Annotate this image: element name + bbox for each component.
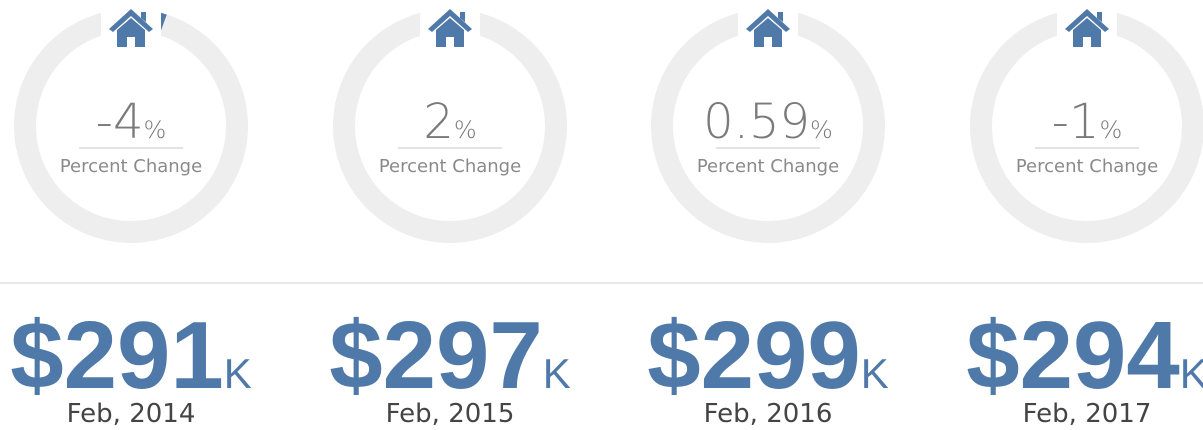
house-icon bbox=[746, 9, 790, 47]
percent-label: Percent Change bbox=[60, 156, 202, 177]
date: Feb, 2014 bbox=[67, 399, 196, 429]
house-icon bbox=[428, 9, 472, 47]
percent-value: 0.59 bbox=[703, 94, 810, 150]
price-suffix: K bbox=[1180, 350, 1203, 397]
price-value: $291 bbox=[10, 302, 224, 409]
percent-unit: % bbox=[810, 116, 833, 144]
date: Feb, 2016 bbox=[704, 399, 833, 429]
percent-change: 2% bbox=[423, 94, 476, 150]
price: $291K bbox=[10, 302, 252, 409]
percent-value: -4 bbox=[96, 94, 144, 150]
percent-change: -1% bbox=[1052, 94, 1123, 150]
percent-unit: % bbox=[454, 116, 477, 144]
percent-change: 0.59% bbox=[703, 94, 833, 150]
percent-unit: % bbox=[144, 116, 167, 144]
price-value: $299 bbox=[647, 302, 861, 409]
price: $294K bbox=[966, 302, 1203, 409]
percent-unit: % bbox=[1100, 116, 1123, 144]
percent-change: -4% bbox=[96, 94, 167, 150]
percent-label: Percent Change bbox=[379, 156, 521, 177]
date: Feb, 2017 bbox=[1023, 399, 1152, 429]
percent-label: Percent Change bbox=[1016, 156, 1158, 177]
percent-value: -1 bbox=[1052, 94, 1100, 150]
price-value: $297 bbox=[329, 302, 543, 409]
price-suffix: K bbox=[224, 350, 252, 397]
price-value: $294 bbox=[966, 302, 1180, 409]
date: Feb, 2015 bbox=[386, 399, 515, 429]
price-suffix: K bbox=[861, 350, 889, 397]
percent-label: Percent Change bbox=[697, 156, 839, 177]
house-icon bbox=[109, 9, 153, 47]
price-suffix: K bbox=[543, 350, 571, 397]
price: $297K bbox=[329, 302, 571, 409]
price: $299K bbox=[647, 302, 889, 409]
percent-value: 2 bbox=[423, 94, 454, 150]
house-icon bbox=[1065, 9, 1109, 47]
